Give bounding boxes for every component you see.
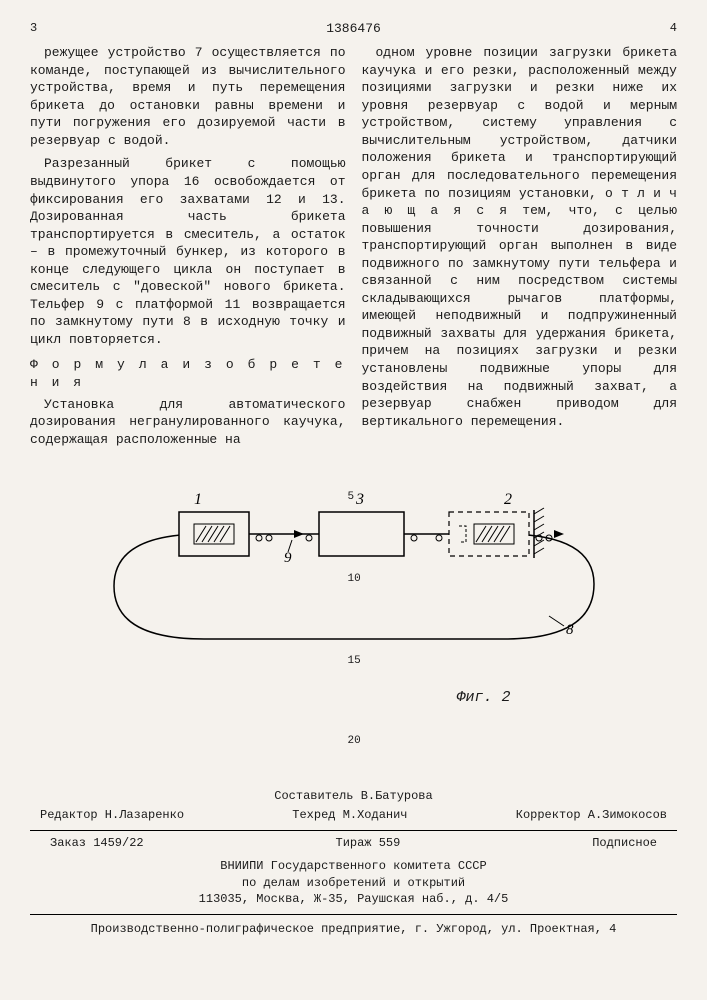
divider	[30, 830, 677, 831]
credits-block: Составитель В.Батурова Редактор Н.Лазаре…	[30, 788, 677, 938]
page-left: 3	[30, 20, 37, 36]
page-header: 3 1386476 4	[30, 20, 677, 36]
org-line: 113035, Москва, Ж-35, Раушская наб., д. …	[30, 891, 677, 908]
label-8: 8	[566, 622, 574, 638]
line-marker: 20	[348, 734, 361, 749]
org-line: по делам изобретений и открытий	[30, 875, 677, 892]
right-column: одном уровне позиции загрузки брикета ка…	[362, 44, 678, 454]
divider	[30, 914, 677, 915]
paragraph: одном уровне позиции загрузки брикета ка…	[362, 44, 678, 430]
tech-editor: Техред М.Ходанич	[292, 807, 407, 824]
subscription: Подписное	[592, 835, 657, 852]
label-1: 1	[194, 491, 202, 508]
page-right: 4	[670, 20, 677, 36]
corrector: Корректор А.Зимокосов	[516, 807, 667, 824]
tirazh: Тираж 559	[336, 835, 401, 852]
diagram-svg: 1 3 2 9 8	[94, 474, 614, 684]
editor: Редактор Н.Лазаренко	[40, 807, 184, 824]
figure-caption: Фиг. 2	[290, 688, 677, 708]
org-line: ВНИИПИ Государственного комитета СССР	[30, 858, 677, 875]
label-3: 3	[355, 491, 364, 508]
order-no: Заказ 1459/22	[50, 835, 144, 852]
footer: Производственно-полиграфическое предприя…	[30, 917, 677, 938]
paragraph: режущее устройство 7 осуществляется по к…	[30, 44, 346, 149]
paragraph: Разрезанный брикет с помощью выдвинутого…	[30, 155, 346, 348]
label-2: 2	[504, 491, 512, 508]
label-9: 9	[284, 550, 292, 566]
figure-2: 1 3 2 9 8 Фиг. 2	[30, 474, 677, 708]
paragraph: Установка для автоматического дозировани…	[30, 396, 346, 449]
formula-heading: Ф о р м у л а и з о б р е т е н и я	[30, 356, 346, 391]
left-column: режущее устройство 7 осуществляется по к…	[30, 44, 346, 454]
patent-number: 1386476	[326, 20, 381, 38]
compiler: Составитель В.Батурова	[30, 788, 677, 805]
text-columns: режущее устройство 7 осуществляется по к…	[30, 44, 677, 454]
